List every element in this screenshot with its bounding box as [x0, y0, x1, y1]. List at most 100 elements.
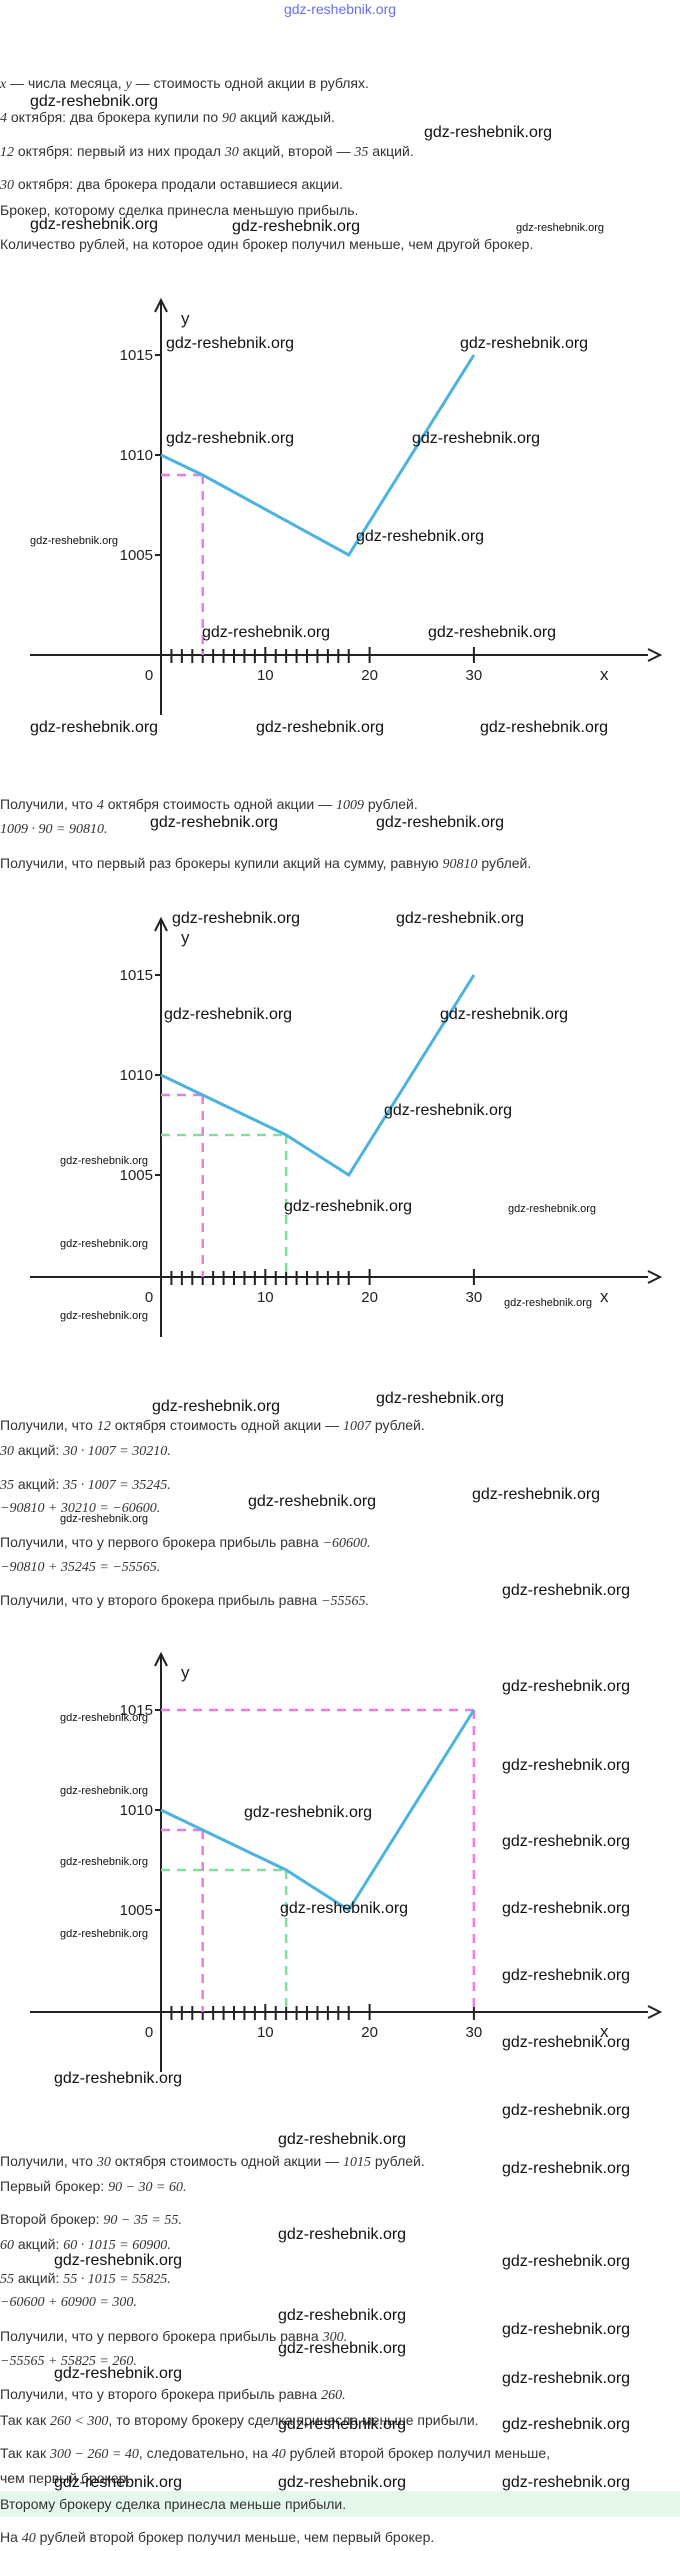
watermark: gdz-reshebnik.org: [278, 2474, 407, 2491]
watermark: gdz-reshebnik.org: [376, 1390, 505, 1407]
watermark: gdz-reshebnik.org: [60, 1310, 149, 1322]
watermark: gdz-reshebnik.org: [60, 1513, 149, 1525]
intro-line-5: Брокер, которому сделка принесла меньшую…: [0, 202, 359, 218]
watermark: gdz-reshebnik.org: [502, 1833, 631, 1850]
y-tick-label: 1005: [120, 1167, 153, 1184]
y-tick-label: 1005: [120, 1902, 153, 1919]
watermark: gdz-reshebnik.org: [502, 2160, 631, 2177]
x-tick-label: 30: [466, 2024, 483, 2041]
watermark: gdz-reshebnik.org: [278, 2416, 407, 2433]
watermark: gdz-reshebnik.org: [376, 814, 505, 831]
price-line: [160, 354, 476, 557]
watermark: gdz-reshebnik.org: [440, 1006, 569, 1023]
intro-line-2: 4 октября: два брокера купили по 90 акци…: [0, 109, 335, 126]
s3-line-10: Так как 260 < 300, то второму брокеру сд…: [0, 2412, 479, 2429]
x-tick-label: 20: [361, 2024, 378, 2041]
s3-line-1: Получили, что 30 октября стоимость одной…: [0, 2153, 425, 2170]
y-axis-label: y: [181, 1663, 190, 1682]
x-tick-label: 0: [145, 667, 153, 684]
watermark: gdz-reshebnik.org: [516, 222, 605, 234]
intro-line-1: x — числа месяца, y — стоимость одной ак…: [0, 75, 369, 92]
s2-line-6: −90810 + 35245 = −55565.: [0, 1560, 161, 1575]
watermark: gdz-reshebnik.org: [504, 1297, 593, 1309]
watermark: gdz-reshebnik.org: [278, 2226, 407, 2243]
y-tick-label: 1015: [120, 967, 153, 984]
y-tick-label: 1010: [120, 447, 153, 464]
s3-line-12: чем первый брокер.: [0, 2470, 131, 2486]
watermark: gdz-reshebnik.org: [502, 1757, 631, 1774]
watermark: gdz-reshebnik.org: [150, 814, 279, 831]
s3-line-7: Получили, что у первого брокера прибыль …: [0, 2328, 348, 2345]
answer-line-2: На 40 рублей второй брокер получил меньш…: [0, 2529, 435, 2546]
watermark: gdz-reshebnik.org: [502, 2253, 631, 2270]
chart-3: 1005 1010 1015 0 10 20 30 x y: [30, 1651, 663, 2072]
watermark: gdz-reshebnik.org: [502, 1678, 631, 1695]
x-tick-label: 20: [361, 667, 378, 684]
answer-line-1: Второму брокеру сделка принесла меньше п…: [0, 2496, 347, 2512]
chart-2: 1005 1010 1015 0 10 20 30 x y: [30, 916, 663, 1337]
watermark: gdz-reshebnik.org: [232, 218, 361, 235]
y-axis-arrow: [154, 916, 168, 932]
s1-calc: 1009 · 90 = 90810.: [0, 822, 108, 837]
price-line: [160, 1709, 476, 1913]
chart-1: 1005 1010 1015 0 10 20 30 x y: [30, 297, 663, 715]
y-axis-arrow: [154, 1651, 168, 1667]
watermark: gdz-reshebnik.org: [60, 1785, 149, 1797]
x-tick-label: 0: [145, 1289, 153, 1306]
watermark: gdz-reshebnik.org: [60, 1856, 149, 1868]
x-tick-label: 30: [466, 1289, 483, 1306]
x-axis-label: x: [600, 2022, 609, 2041]
y-tick-label: 1010: [120, 1802, 153, 1819]
s2-line-2: 30 акций: 30 · 1007 = 30210.: [0, 1442, 171, 1459]
x-axis-label: x: [600, 1287, 609, 1306]
watermark: gdz-reshebnik.org: [54, 2474, 183, 2491]
x-axis-arrow: [647, 1270, 663, 1284]
s3-line-9: Получили, что у второго брокера прибыль …: [0, 2386, 346, 2403]
watermark: gdz-reshebnik.org: [502, 2321, 631, 2338]
y-axis-label: y: [181, 309, 190, 328]
s2-line-7: Получили, что у второго брокера прибыль …: [0, 1592, 370, 1609]
watermark: gdz-reshebnik.org: [502, 2102, 631, 2119]
s3-line-4: 60 акций: 60 · 1015 = 60900.: [0, 2236, 171, 2253]
watermark: gdz-reshebnik.org: [30, 216, 159, 233]
s1-line-1: Получили, что 4 октября стоимость одной …: [0, 796, 418, 813]
watermark: gdz-reshebnik.org: [502, 1900, 631, 1917]
intro-line-4: 30 октября: два брокера продали оставшие…: [0, 176, 343, 193]
x-tick-label: 10: [257, 1289, 274, 1306]
y-tick-label: 1005: [120, 547, 153, 564]
site-header[interactable]: gdz-reshebnik.org: [283, 1, 397, 17]
watermark: gdz-reshebnik.org: [166, 430, 295, 447]
x-tick-label: 20: [361, 1289, 378, 1306]
watermark: gdz-reshebnik.org: [278, 2307, 407, 2324]
watermark: gdz-reshebnik.org: [396, 910, 525, 927]
x-tick-label: 30: [466, 667, 483, 684]
watermark: gdz-reshebnik.org: [502, 2034, 631, 2051]
watermark: gdz-reshebnik.org: [356, 528, 485, 545]
price-line: [160, 974, 476, 1178]
s3-line-5: 55 акций: 55 · 1015 = 55825.: [0, 2270, 171, 2287]
x-tick-label: 10: [257, 2024, 274, 2041]
y-tick-label: 1010: [120, 1067, 153, 1084]
s3-line-6: −60600 + 60900 = 300.: [0, 2295, 137, 2310]
watermark: gdz-reshebnik.org: [460, 335, 589, 352]
watermark: gdz-reshebnik.org: [502, 1967, 631, 1984]
watermark: gdz-reshebnik.org: [152, 1398, 281, 1415]
watermark: gdz-reshebnik.org: [472, 1486, 601, 1503]
watermark: gdz-reshebnik.org: [480, 719, 609, 736]
x-tick-label: 10: [257, 667, 274, 684]
watermark: gdz-reshebnik.org: [508, 1203, 597, 1215]
watermark: gdz-reshebnik.org: [60, 1928, 149, 1940]
watermark: gdz-reshebnik.org: [502, 2416, 631, 2433]
watermark: gdz-reshebnik.org: [412, 430, 541, 447]
watermark: gdz-reshebnik.org: [30, 535, 119, 547]
watermark: gdz-reshebnik.org: [428, 624, 557, 641]
y-axis-label: y: [181, 928, 190, 947]
watermark: gdz-reshebnik.org: [54, 2070, 183, 2087]
watermark: gdz-reshebnik.org: [256, 719, 385, 736]
watermark: gdz-reshebnik.org: [54, 2252, 183, 2269]
watermark: gdz-reshebnik.org: [424, 124, 553, 141]
watermark: gdz-reshebnik.org: [30, 719, 159, 736]
x-axis-arrow: [647, 2005, 663, 2019]
s3-line-2: Первый брокер: 90 − 30 = 60.: [0, 2178, 187, 2195]
s2-line-5: Получили, что у первого брокера прибыль …: [0, 1534, 371, 1551]
